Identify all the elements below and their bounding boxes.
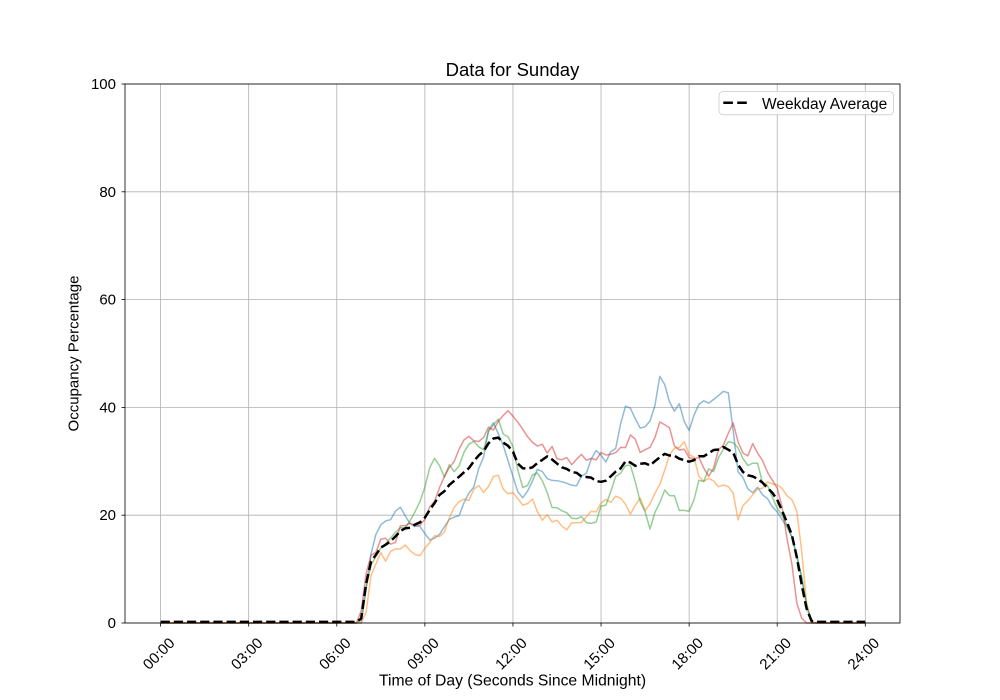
svg-text:80: 80 [99, 184, 116, 201]
svg-text:Occupancy Percentage: Occupancy Percentage [66, 276, 83, 432]
svg-text:Data for Sunday: Data for Sunday [446, 59, 580, 80]
svg-text:Weekday Average: Weekday Average [762, 96, 887, 113]
svg-text:40: 40 [99, 399, 116, 416]
svg-text:20: 20 [99, 507, 116, 524]
svg-text:100: 100 [91, 76, 116, 93]
svg-text:Time of Day (Seconds Since Mid: Time of Day (Seconds Since Midnight) [379, 673, 646, 690]
svg-text:60: 60 [99, 292, 116, 309]
svg-text:0: 0 [108, 615, 116, 632]
